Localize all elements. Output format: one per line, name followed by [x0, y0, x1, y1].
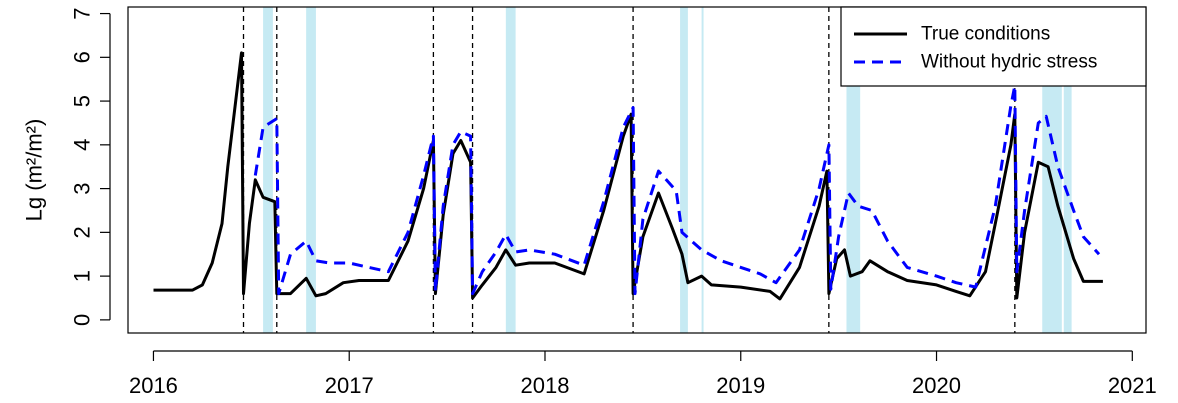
y-tick-label-1: 1 [70, 270, 95, 282]
series-lines [153, 51, 1103, 301]
shaded-period-3 [505, 7, 516, 333]
y-tick-label-7: 7 [70, 7, 95, 19]
x-tick-label-2020: 2020 [912, 373, 961, 398]
series-line-2 [253, 84, 1101, 296]
shaded-period-8 [1063, 7, 1072, 333]
shaded-period-5 [701, 7, 704, 333]
shaded-period-7 [1042, 7, 1062, 333]
plot-frame [127, 6, 1147, 334]
legend-label-true-conditions: True conditions [921, 24, 1050, 45]
legend-label-without-hydric-stress: Without hydric stress [921, 52, 1097, 73]
shaded-period-6 [846, 7, 861, 333]
y-tick-label-4: 4 [70, 139, 95, 151]
series-line-1 [153, 51, 1103, 301]
x-tick-label-2016: 2016 [129, 373, 178, 398]
y-tick-label-2: 2 [70, 226, 95, 238]
x-tick-label-2017: 2017 [325, 373, 374, 398]
y-axis-title: Lg (m²/m²) [22, 119, 47, 222]
legend: True conditions Without hydric stress [840, 6, 1147, 87]
legend-box [840, 6, 1147, 87]
y-tick-label-0: 0 [70, 314, 95, 326]
shaded-period-1 [263, 7, 273, 333]
y-tick-label-6: 6 [70, 51, 95, 63]
x-tick-label-2021: 2021 [1108, 373, 1157, 398]
shaded-periods [263, 7, 1072, 333]
shaded-period-2 [306, 7, 316, 333]
y-tick-label-5: 5 [70, 95, 95, 107]
y-tick-label-3: 3 [70, 182, 95, 194]
x-axis: 2016 2017 2018 2019 2020 2021 [129, 350, 1157, 398]
x-tick-label-2018: 2018 [521, 373, 570, 398]
y-axis: 0 1 2 3 4 5 6 7 [70, 7, 111, 326]
x-tick-label-2019: 2019 [716, 373, 765, 398]
shaded-period-4 [680, 7, 688, 333]
